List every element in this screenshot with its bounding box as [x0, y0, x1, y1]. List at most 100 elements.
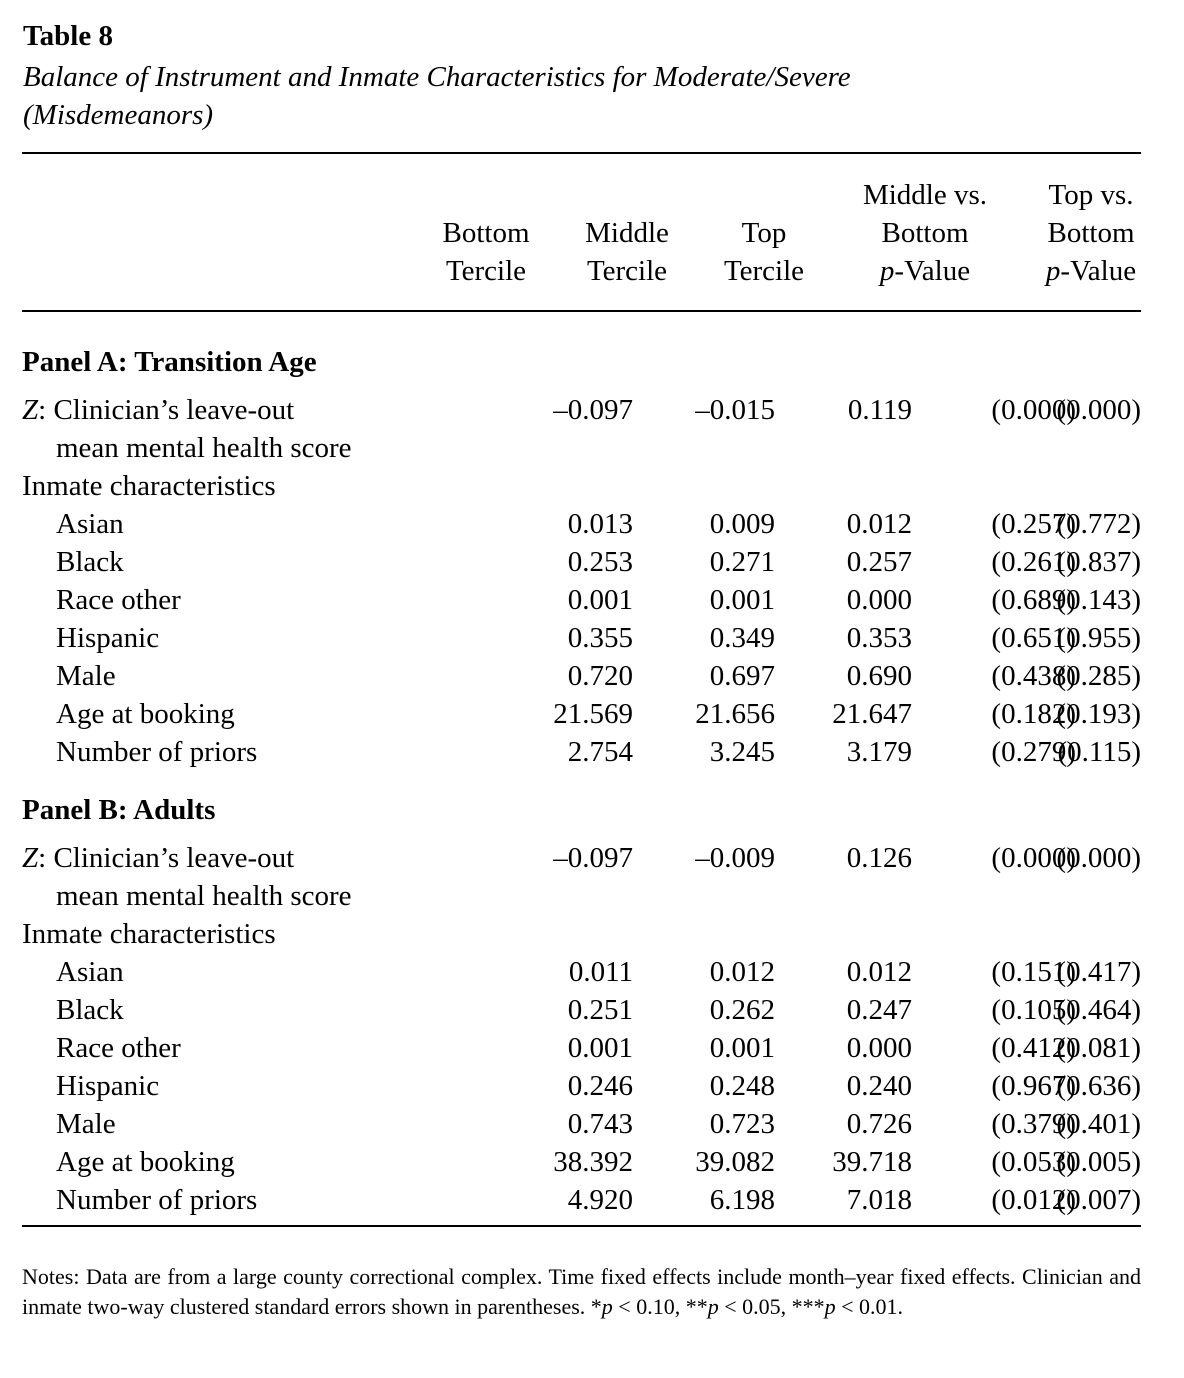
cell-value: 0.012 [846, 956, 912, 988]
cell-value: 0.743 [567, 1108, 633, 1140]
cell-value: 0.251 [567, 994, 633, 1026]
group-label-row: Inmate characteristics [22, 915, 1141, 953]
z-row: Z: Clinician’s leave-out –0.097 –0.015 0.11… [22, 391, 1141, 429]
column-header-line: p-Value [879, 255, 971, 287]
panel-title: Panel A: Transition Age [22, 343, 1141, 381]
column-header: Middle vs. Bottom p-Value [863, 176, 987, 290]
header-rule [22, 310, 1141, 312]
cell-value: (0.261) [991, 546, 1076, 578]
table-row: Age at booking 38.392 39.082 39.718 (0.053)(… [22, 1143, 1141, 1181]
cell-value: (0.151) [991, 956, 1076, 988]
table-row: Number of priors 4.920 6.198 7.018 (0.012) (0… [22, 1181, 1141, 1219]
cell-value: (0.438) [991, 660, 1076, 692]
table-row: Black 0.251 0.262 0.247 (0.105) (0.464) [22, 991, 1141, 1029]
row-label: Hispanic [56, 622, 160, 654]
row-label: Black [56, 994, 124, 1026]
cell-value: (0.193) [1056, 698, 1141, 730]
cell-value: 21.656 [695, 698, 775, 730]
cell-value: 0.349 [709, 622, 775, 654]
row-label: mean mental health score [56, 880, 352, 912]
cell-value: 0.240 [846, 1070, 912, 1102]
cell-value: (0.412) [991, 1032, 1076, 1064]
cell-value: 21.569 [553, 698, 633, 730]
cell-value: 0.011 [568, 956, 633, 988]
cell-value: 0.000 [846, 584, 912, 616]
cell-value: (0.257) [991, 508, 1076, 540]
table-body: Panel A: Transition Age Z: Clinician’s le… [22, 343, 1141, 1219]
cell-value: 39.718 [832, 1146, 912, 1178]
cell-value: 7.018 [846, 1184, 912, 1216]
table-caption: Balance of Instrument and Inmate Charact… [23, 61, 851, 131]
row-label: Male [56, 1108, 116, 1140]
column-header-line: Top vs. [1048, 179, 1134, 211]
column-header-line: Tercile [445, 255, 527, 287]
row-label: Inmate characteristics [22, 470, 276, 502]
cell-value: (0.115) [1057, 736, 1142, 768]
row-label: Inmate characteristics [22, 918, 276, 950]
cell-value: 0.726 [846, 1108, 912, 1140]
cell-value: 0.355 [567, 622, 633, 654]
cell-value: 4.920 [567, 1184, 633, 1216]
cell-value: (0.143) [1056, 584, 1141, 616]
cell-value: 0.126 [846, 842, 912, 874]
cell-value: (0.285) [1056, 660, 1141, 692]
cell-value: (0.000) [1056, 394, 1141, 426]
row-label: Number of priors [56, 1184, 258, 1216]
row-label: Male [56, 660, 116, 692]
cell-value: 0.247 [846, 994, 912, 1026]
cell-value: 0.119 [847, 394, 912, 426]
column-header-line: Bottom [1047, 217, 1135, 249]
group-label-row: Inmate characteristics [22, 467, 1141, 505]
cell-value: (0.636) [1056, 1070, 1141, 1102]
cell-value: (0.000) [1056, 842, 1141, 874]
row-label: Asian [56, 508, 124, 540]
row-label: Black [56, 546, 124, 578]
cell-value: 0.001 [709, 1032, 775, 1064]
cell-value: (0.000) [991, 394, 1076, 426]
column-header-line: Tercile [723, 255, 805, 287]
z-row-cont: mean mental health score [22, 429, 1141, 467]
column-header: Middle Tercile [585, 176, 669, 290]
cell-value: 3.179 [846, 736, 912, 768]
cell-value: 0.009 [709, 508, 775, 540]
cell-value: 2.754 [567, 736, 633, 768]
cell-value: 0.012 [709, 956, 775, 988]
table-row: Black 0.253 0.271 0.257 (0.261) (0.837) [22, 543, 1141, 581]
table-row: Race other 0.001 0.001 0.000 (0.689) (0.143) [22, 581, 1141, 619]
cell-value: (0.279) [991, 736, 1076, 768]
column-header-line: Middle vs. [862, 179, 988, 211]
cell-value: –0.015 [695, 394, 775, 426]
column-header-line: Bottom [881, 217, 969, 249]
cell-value: (0.955) [1056, 622, 1141, 654]
cell-value: 0.012 [846, 508, 912, 540]
panel-title: Panel B: Adults [22, 791, 1141, 829]
cell-value: 0.353 [846, 622, 912, 654]
column-header-line [585, 176, 669, 214]
column-header-line: Tercile [586, 255, 668, 287]
cell-value: (0.837) [1056, 546, 1141, 578]
row-label: Asian [56, 956, 124, 988]
row-label: Age at booking [56, 1146, 235, 1178]
table-number: Table 8 [23, 20, 113, 52]
column-header-line: p-Value [1045, 255, 1137, 287]
column-header-line: Top [741, 217, 787, 249]
cell-value: 0.001 [567, 1032, 633, 1064]
cell-value: 6.198 [709, 1184, 775, 1216]
cell-value: (0.012) [991, 1184, 1076, 1216]
cell-value: (0.689) [991, 584, 1076, 616]
table-row: Male 0.720 0.697 0.690 (0.438) (0.285) [22, 657, 1141, 695]
column-header: Bottom Tercile [442, 176, 529, 290]
column-header-line: Middle [585, 217, 669, 249]
cell-value: (0.005) [1056, 1146, 1141, 1178]
cell-value: (0.105) [991, 994, 1076, 1026]
cell-value: 0.697 [709, 660, 775, 692]
row-label: Hispanic [56, 1070, 160, 1102]
cell-value: 0.690 [846, 660, 912, 692]
row-label: Z: Clinician’s leave-out [22, 394, 295, 426]
cell-value: 0.720 [567, 660, 633, 692]
cell-value: (0.379) [991, 1108, 1076, 1140]
cell-value: (0.651) [991, 622, 1076, 654]
cell-value: 38.392 [553, 1146, 633, 1178]
row-label: Race other [56, 1032, 181, 1064]
row-label: Number of priors [56, 736, 258, 768]
